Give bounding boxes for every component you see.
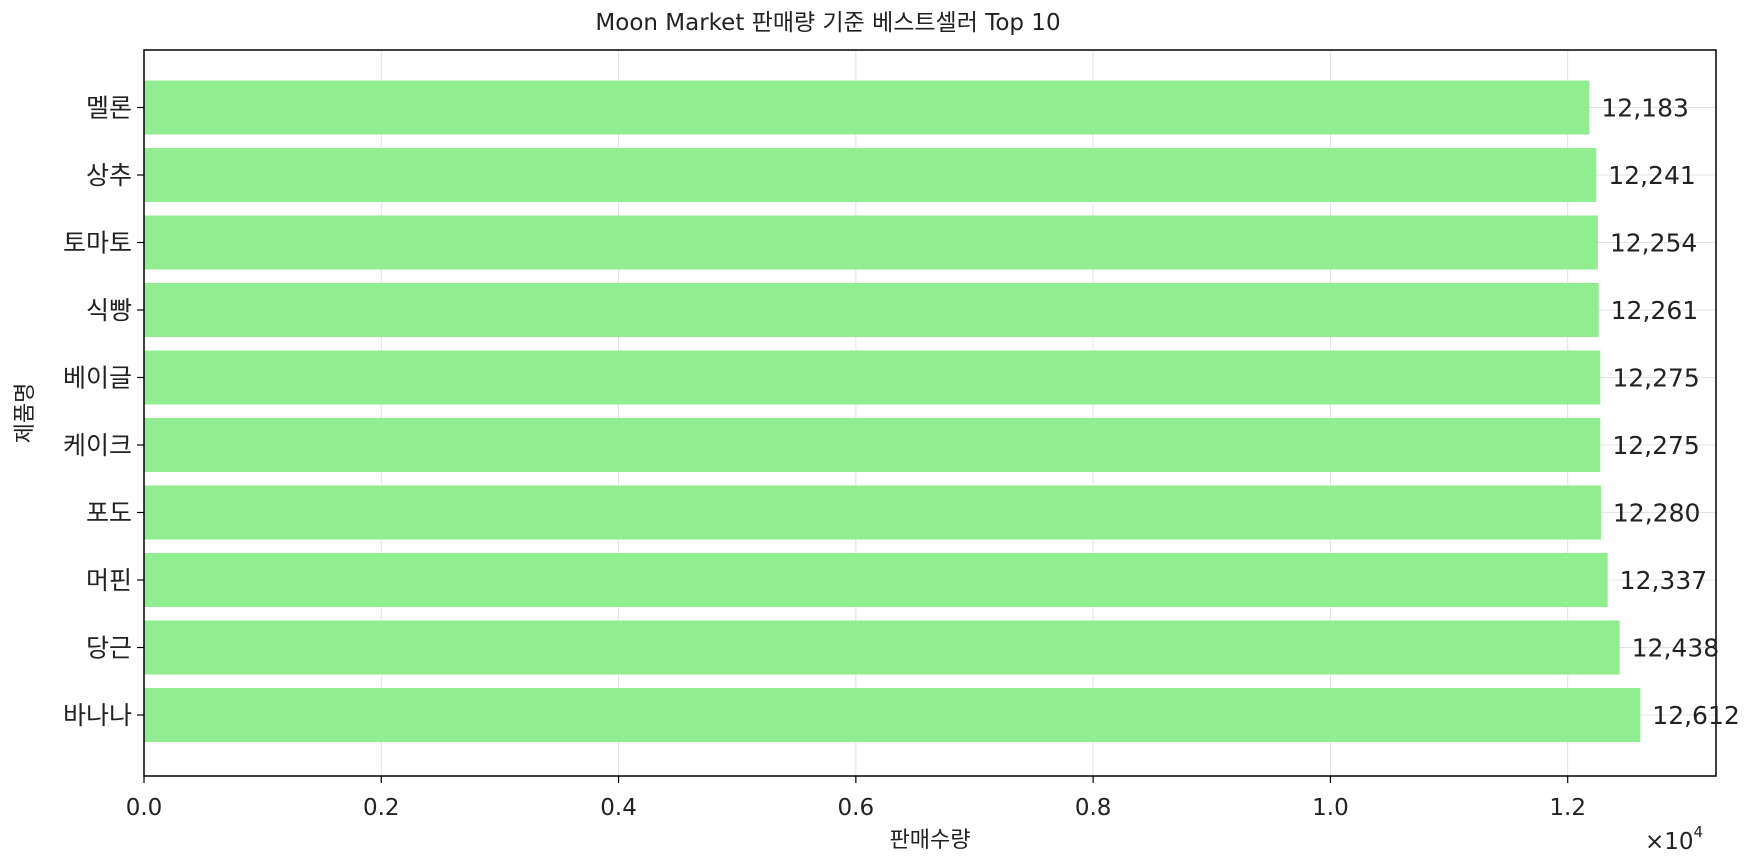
bar xyxy=(144,80,1590,135)
x-tick-label: 0.0 xyxy=(126,795,163,821)
bar xyxy=(144,350,1601,405)
x-tick-label: 0.2 xyxy=(363,795,400,821)
y-axis-title: 제품명 xyxy=(13,383,38,444)
x-tick-label: 0.8 xyxy=(1075,795,1112,821)
y-category-label: 멜론 xyxy=(86,94,132,123)
bar xyxy=(144,283,1599,337)
bar xyxy=(144,215,1598,270)
bar-value-label: 12,261 xyxy=(1611,296,1698,325)
bar-value-label: 12,337 xyxy=(1620,566,1707,595)
x-axis-title: 판매수량 xyxy=(890,828,971,853)
bar xyxy=(144,148,1597,202)
y-axis-categories: 바나나 당근 머핀 포도 케이크 베이글 식빵 토마토 상추 멜론 xyxy=(63,94,144,730)
chart-title: Moon Market 판매량 기준 베스트셀러 Top 10 xyxy=(595,10,1060,36)
y-category-label: 베이글 xyxy=(63,364,132,393)
x-tick-label: 0.6 xyxy=(838,795,875,821)
y-category-label: 케이크 xyxy=(63,431,132,460)
x-tick-label: 0.4 xyxy=(600,795,637,821)
bar xyxy=(144,485,1601,540)
bar xyxy=(144,553,1608,607)
value-labels: 12,612 12,438 12,337 12,280 12,275 12,275 12,2… xyxy=(1601,94,1739,731)
bars xyxy=(144,80,1641,742)
bar-value-label: 12,241 xyxy=(1608,161,1695,190)
x-axis-ticks: 0.0 0.2 0.4 0.6 0.8 1.0 1.2 xyxy=(126,776,1586,821)
x-tick-label: 1.0 xyxy=(1312,795,1349,821)
bar xyxy=(144,418,1601,472)
x-axis-offset-text: ×104 xyxy=(1645,823,1703,855)
y-category-label: 바나나 xyxy=(63,701,132,730)
bar-value-label: 12,275 xyxy=(1612,364,1699,393)
y-category-label: 머핀 xyxy=(86,566,132,595)
bar-value-label: 12,254 xyxy=(1610,229,1697,258)
bar xyxy=(144,688,1641,742)
bar xyxy=(144,620,1620,675)
offset-exponent: 4 xyxy=(1694,823,1704,841)
y-category-label: 상추 xyxy=(86,161,132,190)
x-tick-label: 1.2 xyxy=(1549,795,1586,821)
plot-frame xyxy=(143,49,1717,777)
bar-value-label: 12,438 xyxy=(1632,634,1719,663)
offset-base: ×10 xyxy=(1645,829,1694,855)
bar-value-label: 12,275 xyxy=(1612,431,1699,460)
y-category-label: 포도 xyxy=(86,499,132,528)
bar-value-label: 12,612 xyxy=(1652,701,1739,730)
y-category-label: 식빵 xyxy=(86,296,132,325)
y-category-label: 토마토 xyxy=(63,229,132,258)
bar-value-label: 12,280 xyxy=(1613,499,1700,528)
y-category-label: 당근 xyxy=(86,634,132,663)
bar-value-label: 12,183 xyxy=(1601,94,1688,123)
